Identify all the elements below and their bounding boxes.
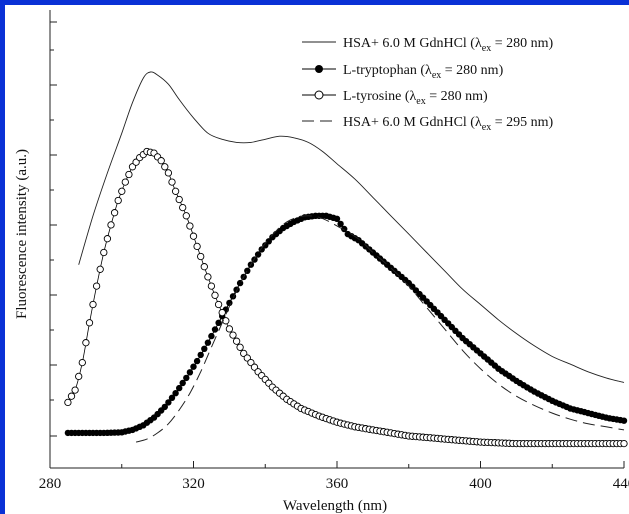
data-point xyxy=(164,169,173,177)
data-point xyxy=(211,326,219,333)
data-point xyxy=(337,220,344,228)
data-point xyxy=(118,187,126,195)
data-point xyxy=(236,343,244,351)
data-point xyxy=(226,299,233,307)
data-point xyxy=(100,248,108,257)
data-point xyxy=(89,300,97,309)
data-point xyxy=(96,265,104,273)
data-point xyxy=(207,282,216,290)
data-point xyxy=(183,374,190,382)
data-point xyxy=(75,372,83,381)
legend-item: L-tryptophan (λex = 280 nm) xyxy=(302,63,504,81)
data-point xyxy=(193,242,201,251)
legend-label: HSA+ 6.0 M GdnHCl (λex = 280 nm) xyxy=(343,36,553,54)
data-point xyxy=(201,345,208,352)
x-tick-label: 400 xyxy=(469,476,492,492)
data-point xyxy=(232,337,241,345)
data-point xyxy=(236,279,244,287)
data-point xyxy=(82,339,90,347)
x-tick-label: 280 xyxy=(39,476,62,492)
data-point xyxy=(200,263,208,271)
x-tick-label: 360 xyxy=(326,476,349,492)
data-point xyxy=(125,170,133,179)
data-point xyxy=(157,157,165,165)
data-point xyxy=(186,222,194,230)
data-point xyxy=(620,417,628,424)
legend-label: L-tyrosine (λex = 280 nm) xyxy=(343,89,488,107)
data-point xyxy=(161,403,168,411)
data-point xyxy=(172,390,179,397)
data-point xyxy=(92,282,101,290)
data-point xyxy=(67,392,76,400)
legend-item: L-tyrosine (λex = 280 nm) xyxy=(302,89,488,107)
x-tick-label: 440 xyxy=(613,476,629,492)
legend-label: HSA+ 6.0 M GdnHCl (λex = 295 nm) xyxy=(343,115,553,133)
data-point xyxy=(215,319,222,326)
legend-label: L-tryptophan (λex = 280 nm) xyxy=(343,63,504,81)
series-2 xyxy=(64,147,628,448)
data-point xyxy=(193,357,201,365)
series-line xyxy=(67,150,624,445)
data-point xyxy=(78,358,86,367)
data-point xyxy=(333,215,341,222)
data-point xyxy=(186,369,194,376)
data-point xyxy=(176,384,183,392)
data-point xyxy=(214,300,223,309)
series-line xyxy=(78,71,625,383)
data-point xyxy=(182,212,190,220)
data-point xyxy=(175,195,183,204)
data-point xyxy=(114,196,122,205)
data-point xyxy=(168,394,176,401)
series-3 xyxy=(135,215,625,443)
data-point xyxy=(168,178,176,186)
data-point xyxy=(161,163,169,171)
data-point xyxy=(204,339,212,346)
x-tick-label: 320 xyxy=(182,476,205,492)
data-point xyxy=(121,178,129,186)
data-point xyxy=(204,273,212,281)
data-point xyxy=(103,235,112,243)
data-point xyxy=(211,291,219,299)
data-point xyxy=(265,238,272,245)
series-1 xyxy=(64,212,628,437)
legend-item: HSA+ 6.0 M GdnHCl (λex = 295 nm) xyxy=(302,115,553,133)
data-point xyxy=(71,386,79,394)
legend-marker xyxy=(315,65,323,73)
data-point xyxy=(197,252,205,261)
data-point xyxy=(110,209,119,217)
x-axis-label: Wavelength (nm) xyxy=(283,498,387,514)
data-point xyxy=(179,203,187,212)
data-point xyxy=(189,232,198,240)
legend-item: HSA+ 6.0 M GdnHCl (λex = 280 nm) xyxy=(302,36,553,54)
data-point xyxy=(620,439,628,448)
data-point xyxy=(107,221,115,229)
data-point xyxy=(244,267,251,274)
legend-marker xyxy=(314,90,324,100)
data-point xyxy=(64,398,72,407)
y-axis-label: Fluorescence intensity (a.u.) xyxy=(14,149,30,319)
data-point xyxy=(165,399,172,406)
data-point xyxy=(218,308,226,317)
data-point xyxy=(229,331,237,339)
data-point xyxy=(225,325,234,333)
series-layer xyxy=(64,71,628,448)
data-point xyxy=(208,332,215,340)
data-point xyxy=(190,363,197,370)
data-point xyxy=(171,187,180,195)
data-point xyxy=(197,351,204,359)
chart-legend: HSA+ 6.0 M GdnHCl (λex = 280 nm) L-trypto… xyxy=(302,36,553,133)
series-line xyxy=(67,215,625,434)
data-point xyxy=(179,379,186,387)
data-point xyxy=(341,225,348,233)
data-point xyxy=(85,319,94,327)
chart-axes: 280 320 360 400 440 xyxy=(39,10,629,492)
series-0 xyxy=(78,71,625,383)
series-line xyxy=(135,215,625,443)
